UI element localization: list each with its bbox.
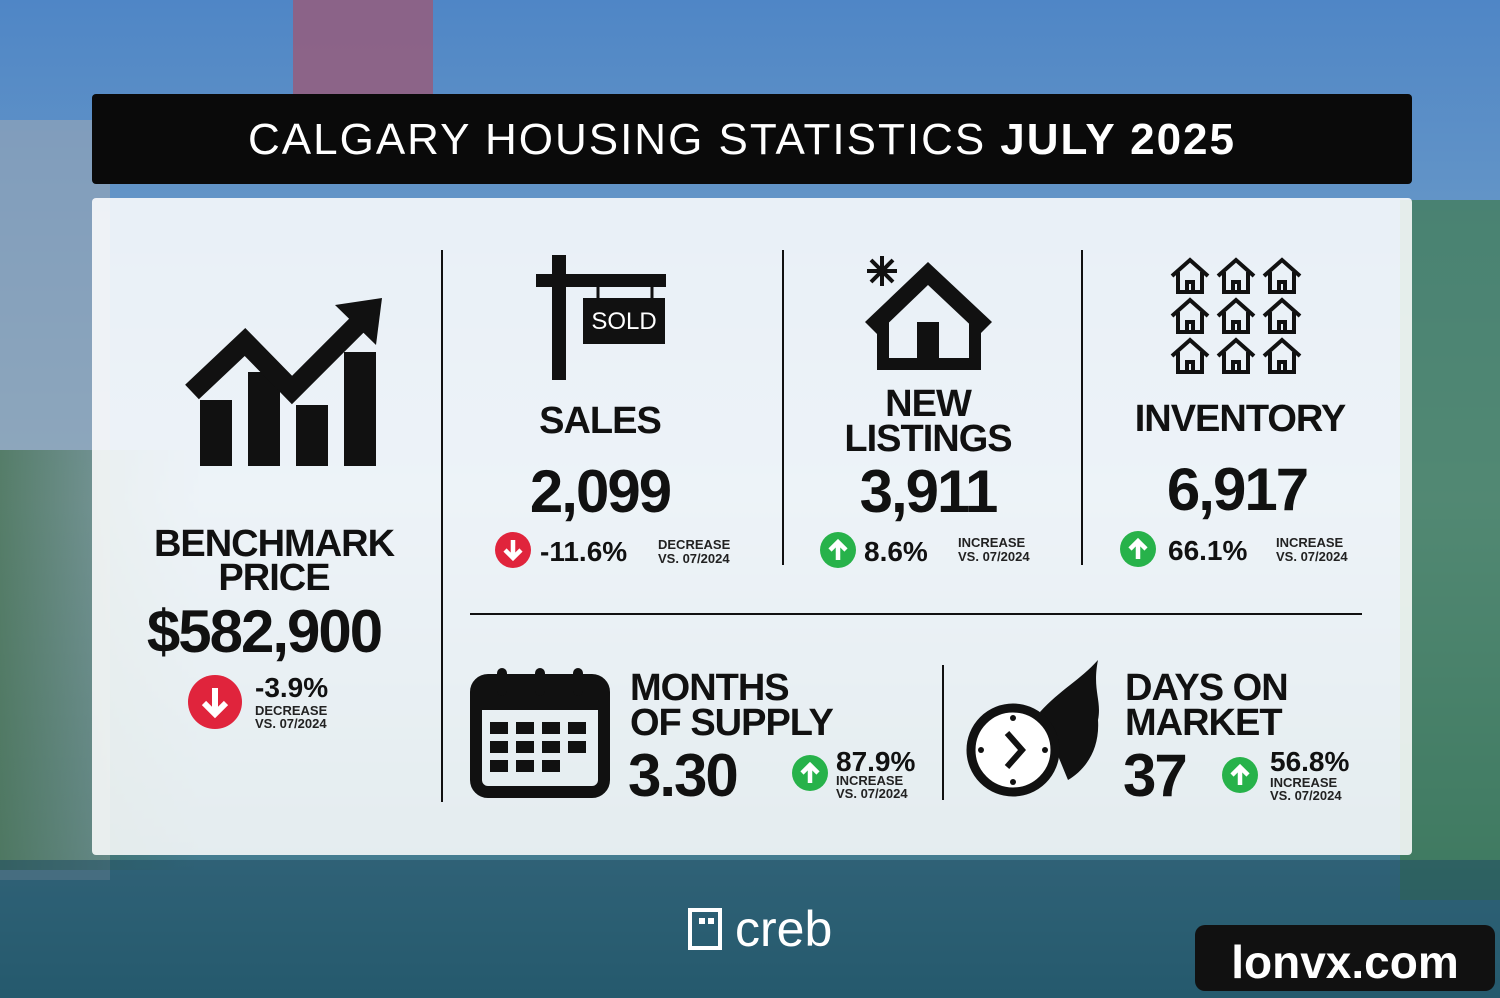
comparison: VS. 07/2024 [836, 786, 908, 801]
change-label: INCREASE [1270, 775, 1338, 790]
clock-icon [966, 660, 1099, 797]
house [1262, 337, 1302, 374]
down-arrow [188, 675, 242, 729]
calendar-cell [568, 741, 586, 753]
title-bar [92, 94, 1412, 184]
house [1170, 297, 1210, 334]
calendar-cell [542, 741, 560, 753]
label: OF SUPPLY [630, 702, 834, 744]
change-label: DECREASE [658, 537, 731, 552]
value: 3.30 [628, 742, 737, 809]
watermark: lonvx.com [1231, 936, 1459, 988]
label: BENCHMARK [154, 523, 396, 565]
calendar-cell [516, 760, 534, 772]
value: $582,900 [147, 598, 381, 665]
sold-sign-icon [536, 255, 666, 380]
change: 8.6% [864, 536, 928, 567]
logo: creb [735, 901, 832, 957]
comparison: VS. 07/2024 [658, 551, 730, 566]
calendar-cell [490, 760, 508, 772]
calendar-icon [470, 668, 610, 798]
label: NEW [885, 383, 972, 425]
title: CALGARY HOUSING STATISTICS JULY 2025 [248, 115, 1236, 164]
calendar-cell [568, 722, 586, 734]
house [1262, 297, 1302, 334]
label: SALES [539, 400, 661, 442]
house [1262, 257, 1302, 294]
chart-icon [185, 298, 382, 466]
change-label: INCREASE [1276, 535, 1344, 550]
comparison: VS. 07/2024 [958, 549, 1030, 564]
value: 2,099 [530, 458, 671, 525]
up-arrow [792, 755, 828, 791]
label: MARKET [1125, 702, 1282, 744]
calendar-cell [490, 741, 508, 753]
value: 6,917 [1167, 456, 1307, 523]
up-arrow [1120, 531, 1156, 567]
calendar-cell [516, 722, 534, 734]
dividers [441, 250, 1362, 802]
change: -11.6% [540, 536, 627, 567]
house [1170, 257, 1210, 294]
comparison: VS. 07/2024 [1270, 788, 1342, 803]
house [1170, 337, 1210, 374]
tower [293, 0, 433, 100]
sign-text: SOLD [591, 308, 656, 335]
change: -3.9% [255, 672, 328, 703]
label: LISTINGS [844, 418, 1011, 460]
watermark-box [1195, 925, 1495, 991]
logo-icon [688, 908, 722, 950]
up-arrow [820, 532, 856, 568]
change: 87.9% [836, 746, 915, 777]
change-label: INCREASE [836, 773, 904, 788]
houses-icon [1170, 257, 1302, 374]
calendar-cell [542, 760, 560, 772]
calendar-cell [542, 722, 560, 734]
house [1216, 297, 1256, 334]
value: 3,911 [860, 458, 997, 525]
change-label: DECREASE [255, 703, 328, 718]
calendar-cell [490, 722, 508, 734]
change: 66.1% [1168, 535, 1247, 566]
house [1216, 337, 1256, 374]
comparison: VS. 07/2024 [255, 716, 327, 731]
down-arrow [495, 532, 531, 568]
label: DAYS ON [1125, 667, 1288, 709]
title-text: CALGARY HOUSING STATISTICS [248, 115, 986, 164]
label: MONTHS [630, 667, 789, 709]
value: 37 [1123, 742, 1186, 809]
comparison: VS. 07/2024 [1276, 549, 1348, 564]
change: 56.8% [1270, 746, 1349, 777]
label: INVENTORY [1135, 398, 1346, 440]
change-label: INCREASE [958, 535, 1026, 550]
trees [1400, 200, 1500, 900]
title-period: JULY 2025 [1000, 115, 1236, 164]
up-arrow [1222, 757, 1258, 793]
label: PRICE [218, 557, 329, 599]
calendar-cell [516, 741, 534, 753]
house-icon [865, 256, 992, 370]
house [1216, 257, 1256, 294]
